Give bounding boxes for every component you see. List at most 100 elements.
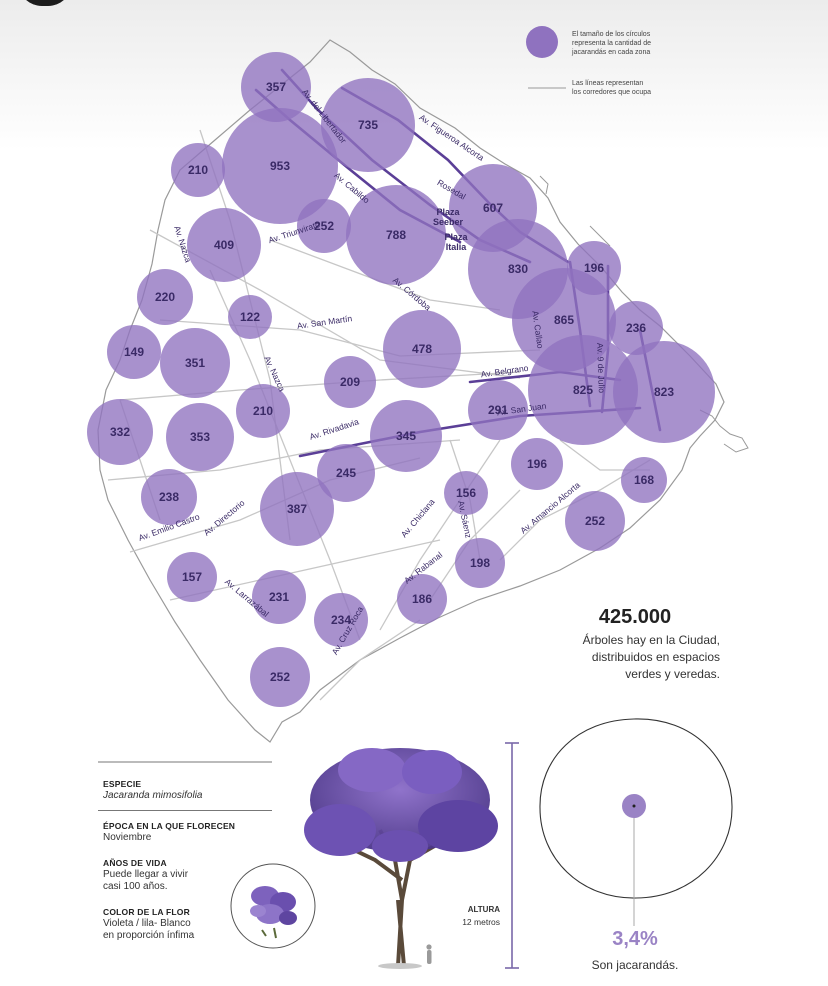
info-species: ESPECIE Jacaranda mimosifolia [103,779,203,801]
zone-value-label: 345 [396,429,416,443]
zone-value-label: 865 [554,313,574,327]
zone-value-label: 196 [527,457,547,471]
zone-circle [314,593,368,647]
coast-detail [539,175,749,453]
legend-line-text: Las líneas representan los corredores qu… [572,80,651,96]
jacaranda-percent: 3,4% [612,928,658,950]
zone-value-label: 353 [190,430,210,444]
zone-circle [241,52,311,122]
zone-circle [511,438,563,490]
zone-value-label: 234 [331,613,351,627]
zone-value-label: 291 [488,403,508,417]
total-trees-value: 425.000 [598,606,672,628]
zone-value-label: 788 [386,228,406,242]
total-trees-description: Árboles hay en la Ciudad, distribuidos e… [582,633,720,681]
zone-value-label: 830 [508,262,528,276]
zone-value-label: 122 [240,310,260,324]
zone-value-label: 409 [214,238,234,252]
zone-value-label: 245 [336,466,356,480]
zone-circle [383,310,461,388]
zone-value-label: 252 [585,514,605,528]
zone-circle [137,269,193,325]
zone-circle [346,185,446,285]
tree-height: ALTURA 12 metros [462,905,500,927]
zone-circle [621,457,667,503]
avenue-label: Av. Directorio [202,498,247,538]
zone-circle [528,335,638,445]
zone-value-label: 238 [159,490,179,504]
zone-circle [160,328,230,398]
zone-circle [609,301,663,355]
zone-value-label: 953 [270,159,290,173]
zone-circle [87,399,153,465]
place-label: Plaza [436,207,460,217]
zone-value-label: 351 [185,356,205,370]
height-bracket [505,742,519,969]
zone-value-label: 825 [573,383,593,397]
zone-circle [236,384,290,438]
zone-circle [260,472,334,546]
zone-value-label: 735 [358,118,378,132]
info-rule [98,810,272,811]
zone-circle [228,295,272,339]
zone-circle [370,400,442,472]
info-blooming-season: ÉPOCA EN LA QUE FLORECEN Noviembre [103,821,236,843]
zone-value-label: 387 [287,502,307,516]
zone-value-label: 198 [470,556,490,570]
zone-value-label: 252 [314,219,334,233]
avenue-label: Av. Figueroa Alcorta [417,112,486,163]
zone-value-label: 210 [188,163,208,177]
zone-circle [468,380,528,440]
zone-value-label: 332 [110,425,130,439]
zone-circle [252,570,306,624]
zone-circle [297,199,351,253]
zone-value-label: 220 [155,290,175,304]
zone-circle [321,78,415,172]
zone-circle [166,403,234,471]
place-label: Plaza [444,232,468,242]
info-lifespan: AÑOS DE VIDA Puede llegar a vivir casi 1… [103,858,189,892]
zone-circle [187,208,261,282]
zone-circle [167,552,217,602]
city-outline [97,39,725,743]
jacaranda-percent-label: Son jacarandás. [591,958,679,972]
corner-ui-fragment [18,0,72,6]
zone-value-label: 357 [266,80,286,94]
zone-value-label: 156 [456,486,476,500]
zone-circle [317,444,375,502]
zone-value-label: 157 [182,570,202,584]
zone-value-label: 209 [340,375,360,389]
zone-value-label: 196 [584,261,604,275]
zone-circle [613,341,715,443]
avenue-label: Av. 9 de Julio [595,343,607,394]
person-scale-icon [426,944,432,964]
avenue-label: Av. Cabildo [332,170,371,205]
zone-value-label: 231 [269,590,289,604]
avenue-label: Av. Chiclana [399,497,437,540]
zone-circle [250,647,310,707]
zone-value-label: 478 [412,342,432,356]
zone-circle [397,574,447,624]
zone-circle [171,143,225,197]
jacaranda-tree-icon [304,748,498,969]
flower-icon [250,886,297,939]
place-label: Seeber [433,217,464,227]
zone-value-label: 252 [270,670,290,684]
legend-circle-text: El tamaño de los círculos representa la … [572,31,651,56]
zone-value-label: 210 [253,404,273,418]
zone-circle [444,471,488,515]
info-flower-color: COLOR DE LA FLOR Violeta / lila- Blanco … [103,907,195,941]
zone-circle [141,469,197,525]
zone-circle [324,356,376,408]
center-point [632,804,636,808]
legend-circle-icon [526,26,558,58]
zone-value-label: 823 [654,385,674,399]
zone-value-label: 168 [634,473,654,487]
zone-circle [222,108,338,224]
zone-value-label: 607 [483,201,503,215]
zone-circle [107,325,161,379]
zone-value-label: 236 [626,321,646,335]
zone-circle [565,491,625,551]
